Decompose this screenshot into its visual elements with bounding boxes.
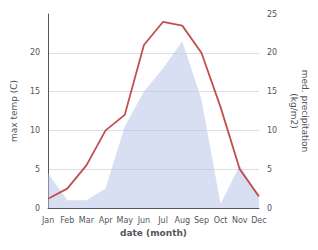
- svg-text:Jan: Jan: [41, 216, 54, 225]
- svg-text:Aug: Aug: [174, 216, 190, 225]
- svg-text:25: 25: [267, 10, 277, 19]
- svg-text:Nov: Nov: [232, 216, 248, 225]
- svg-text:15: 15: [267, 87, 277, 96]
- svg-text:Feb: Feb: [60, 216, 74, 225]
- svg-text:Sep: Sep: [194, 216, 209, 225]
- svg-text:0: 0: [35, 204, 40, 213]
- svg-text:5: 5: [267, 165, 272, 174]
- svg-text:(kg/m2): (kg/m2): [289, 93, 299, 128]
- svg-text:Oct: Oct: [214, 216, 228, 225]
- svg-text:10: 10: [267, 126, 277, 135]
- svg-text:med. precipitation: med. precipitation: [300, 70, 310, 152]
- svg-text:Jul: Jul: [157, 216, 168, 225]
- svg-text:Apr: Apr: [99, 216, 114, 225]
- svg-text:0: 0: [267, 204, 272, 213]
- svg-text:10: 10: [30, 126, 40, 135]
- svg-text:Jun: Jun: [137, 216, 151, 225]
- svg-text:max temp (C): max temp (C): [9, 80, 19, 142]
- svg-text:20: 20: [267, 48, 277, 57]
- svg-text:Mar: Mar: [79, 216, 95, 225]
- svg-text:5: 5: [35, 165, 40, 174]
- svg-text:Dec: Dec: [251, 216, 266, 225]
- svg-text:date (month): date (month): [120, 228, 187, 238]
- svg-text:20: 20: [30, 48, 40, 57]
- svg-text:15: 15: [30, 87, 40, 96]
- svg-text:May: May: [116, 216, 133, 225]
